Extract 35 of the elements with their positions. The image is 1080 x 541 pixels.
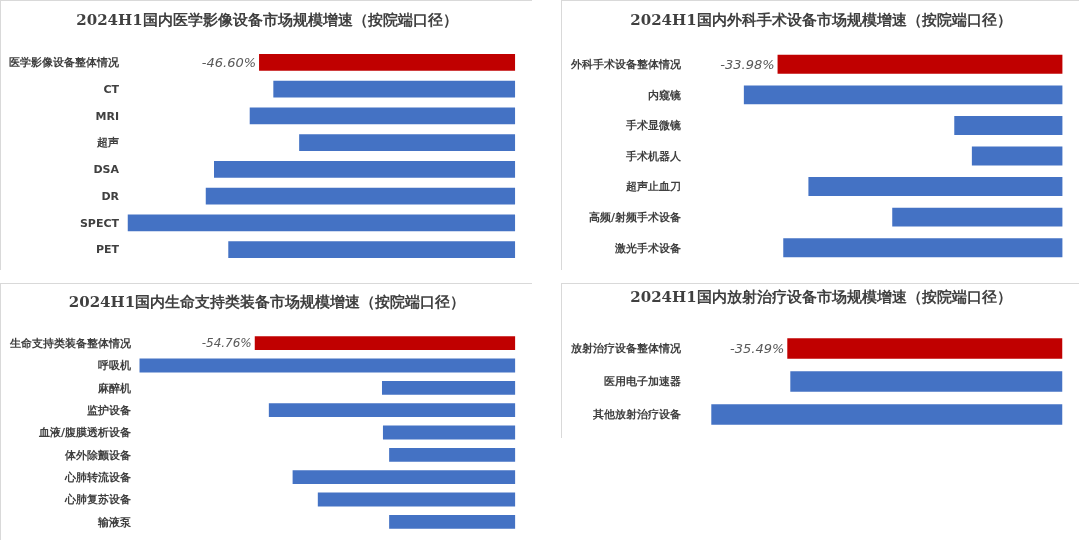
y-tick-label: 心肺复苏设备	[64, 493, 131, 507]
y-tick-label: 超声止血刀	[625, 180, 681, 194]
data-label: -33.98%	[720, 56, 775, 72]
y-tick-label: 血液/腹膜透析设备	[37, 426, 131, 440]
y-tick-label: 手术显微镜	[625, 119, 681, 133]
y-tick-label: 激光手术设备	[614, 241, 681, 255]
chart-title: 2024H1国内放射治疗设备市场规模增速（按院端口径）	[630, 288, 1012, 307]
data-label: -54.76%	[201, 336, 252, 351]
y-tick-label: 内窥镜	[648, 88, 681, 102]
y-tick-label: SPECT	[79, 216, 120, 230]
y-tick-label: 体外除颤设备	[64, 448, 131, 462]
y-tick-label: 医学影像设备整体情况	[9, 56, 120, 70]
y-tick-label: DR	[101, 189, 120, 203]
y-tick-label: 医用电子加速器	[604, 375, 681, 389]
y-tick-label: 手术机器人	[625, 149, 682, 163]
data-label: -35.49%	[730, 341, 785, 356]
y-tick-label: DSA	[93, 163, 120, 177]
chart-title: 2024H1国内医学影像设备市场规模增速（按院端口径）	[76, 11, 458, 29]
y-tick-label: 超声	[96, 136, 119, 150]
y-tick-label: 高频/射频手术设备	[588, 210, 681, 224]
y-tick-label: 生命支持类装备整体情况	[9, 337, 132, 351]
y-tick-label: 其他放射治疗设备	[592, 408, 681, 422]
y-tick-label: MRI	[95, 109, 119, 123]
y-tick-label: 心肺转流设备	[64, 471, 131, 485]
y-tick-label: 呼吸机	[98, 359, 131, 373]
y-tick-label: 麻醉机	[97, 381, 131, 395]
y-tick-label: 放射治疗设备整体情况	[570, 342, 682, 356]
chart-title: 2024H1国内生命支持类装备市场规模增速（按院端口径）	[68, 293, 466, 312]
y-tick-label: 外科手术设备整体情况	[570, 58, 682, 72]
data-label: -46.60%	[201, 54, 257, 70]
y-tick-label: 监护设备	[87, 404, 131, 418]
y-tick-label: CT	[103, 82, 120, 96]
y-tick-label: PET	[95, 243, 120, 257]
chart-title: 2024H1国内外科手术设备市场规模增速（按院端口径）	[630, 11, 1012, 29]
y-tick-label: 输液泵	[97, 515, 132, 529]
